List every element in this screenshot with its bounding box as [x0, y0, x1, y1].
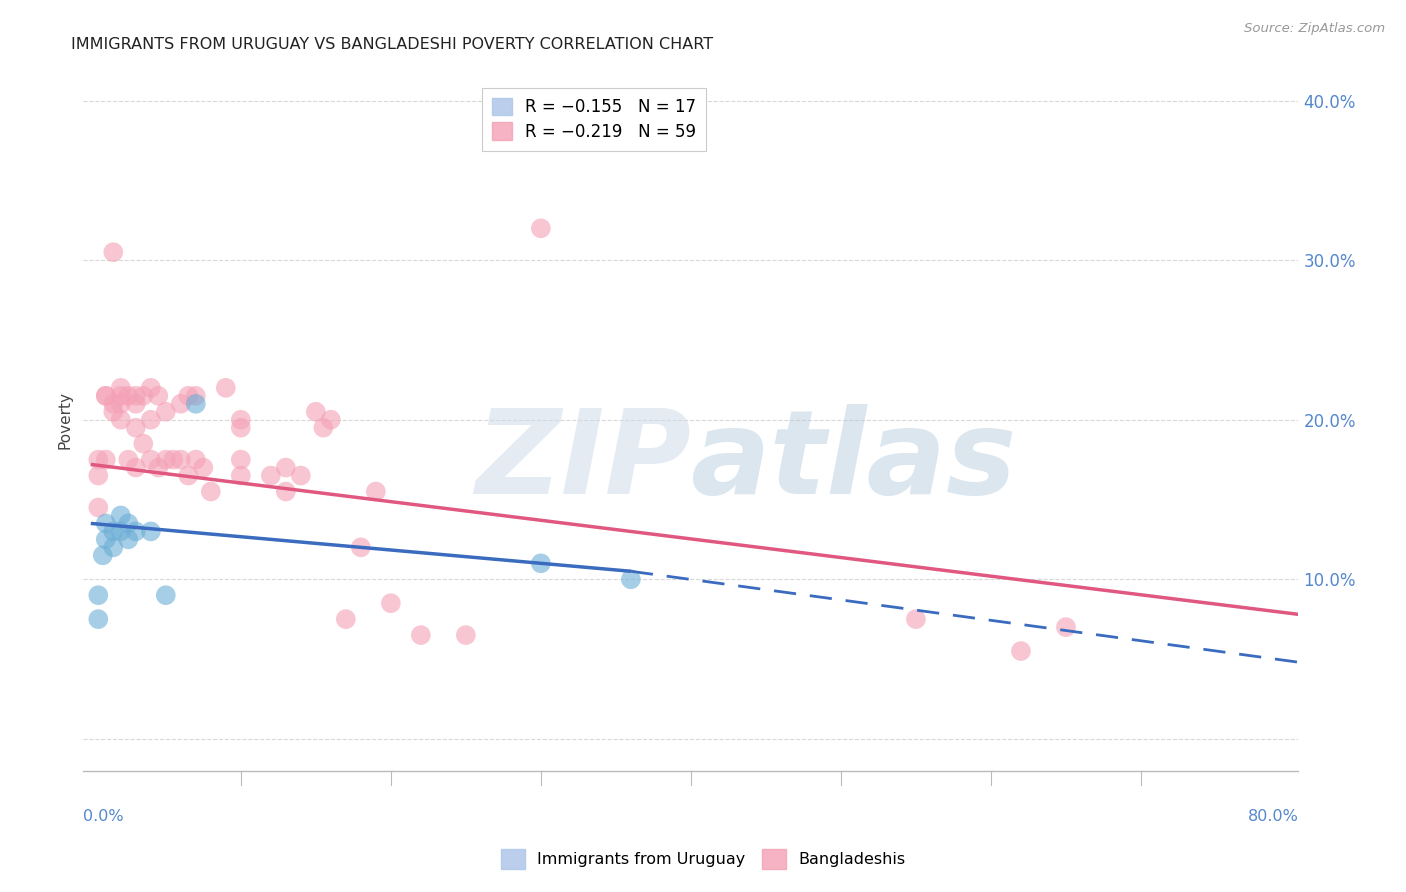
Point — [139, 413, 162, 427]
Text: ZIP: ZIP — [475, 404, 690, 519]
Point — [94, 516, 117, 531]
Text: 80.0%: 80.0% — [1247, 809, 1299, 824]
Point — [274, 484, 297, 499]
Legend: Immigrants from Uruguay, Bangladeshis: Immigrants from Uruguay, Bangladeshis — [494, 843, 912, 875]
Text: Source: ZipAtlas.com: Source: ZipAtlas.com — [1244, 22, 1385, 36]
Point — [155, 452, 177, 467]
Point — [312, 420, 335, 434]
Point — [530, 557, 553, 571]
Point — [117, 452, 139, 467]
Point — [110, 413, 132, 427]
Point — [184, 397, 207, 411]
Point — [103, 541, 125, 555]
Point — [155, 405, 177, 419]
Point — [155, 588, 177, 602]
Point — [103, 524, 125, 539]
Point — [91, 549, 114, 563]
Point — [193, 460, 215, 475]
Point — [94, 452, 117, 467]
Point — [139, 381, 162, 395]
Point — [1010, 644, 1032, 658]
Point — [117, 533, 139, 547]
Point — [1054, 620, 1077, 634]
Point — [319, 413, 342, 427]
Point — [125, 524, 148, 539]
Point — [87, 612, 110, 626]
Point — [409, 628, 432, 642]
Point — [125, 460, 148, 475]
Text: atlas: atlas — [690, 404, 1018, 519]
Point — [148, 389, 170, 403]
Point — [87, 452, 110, 467]
Point — [110, 381, 132, 395]
Point — [125, 389, 148, 403]
Point — [380, 596, 402, 610]
Point — [103, 245, 125, 260]
Text: 0.0%: 0.0% — [83, 809, 124, 824]
Point — [364, 484, 387, 499]
Point — [184, 452, 207, 467]
Point — [94, 389, 117, 403]
Point — [110, 389, 132, 403]
Point — [184, 389, 207, 403]
Point — [335, 612, 357, 626]
Point — [139, 452, 162, 467]
Point — [350, 541, 373, 555]
Point — [132, 436, 155, 450]
Text: IMMIGRANTS FROM URUGUAY VS BANGLADESHI POVERTY CORRELATION CHART: IMMIGRANTS FROM URUGUAY VS BANGLADESHI P… — [72, 37, 713, 53]
Point — [454, 628, 477, 642]
Point — [110, 397, 132, 411]
Point — [94, 533, 117, 547]
Point — [229, 452, 252, 467]
Point — [110, 524, 132, 539]
Point — [87, 468, 110, 483]
Point — [229, 468, 252, 483]
Point — [170, 452, 193, 467]
Point — [117, 516, 139, 531]
Point — [103, 397, 125, 411]
Point — [290, 468, 312, 483]
Point — [305, 405, 328, 419]
Point — [139, 524, 162, 539]
Point — [229, 413, 252, 427]
Point — [177, 389, 200, 403]
Point — [125, 420, 148, 434]
Point — [132, 389, 155, 403]
Point — [904, 612, 927, 626]
Point — [103, 405, 125, 419]
Point — [170, 397, 193, 411]
Point — [94, 389, 117, 403]
Point — [125, 397, 148, 411]
Point — [148, 460, 170, 475]
Point — [162, 452, 184, 467]
Legend: R = −0.155   N = 17, R = −0.219   N = 59: R = −0.155 N = 17, R = −0.219 N = 59 — [481, 87, 706, 151]
Point — [274, 460, 297, 475]
Point — [229, 420, 252, 434]
Point — [117, 389, 139, 403]
Point — [260, 468, 283, 483]
Point — [200, 484, 222, 499]
Point — [215, 381, 238, 395]
Y-axis label: Poverty: Poverty — [58, 391, 72, 449]
Point — [620, 572, 643, 586]
Point — [110, 508, 132, 523]
Point — [177, 468, 200, 483]
Point — [87, 588, 110, 602]
Point — [87, 500, 110, 515]
Point — [530, 221, 553, 235]
